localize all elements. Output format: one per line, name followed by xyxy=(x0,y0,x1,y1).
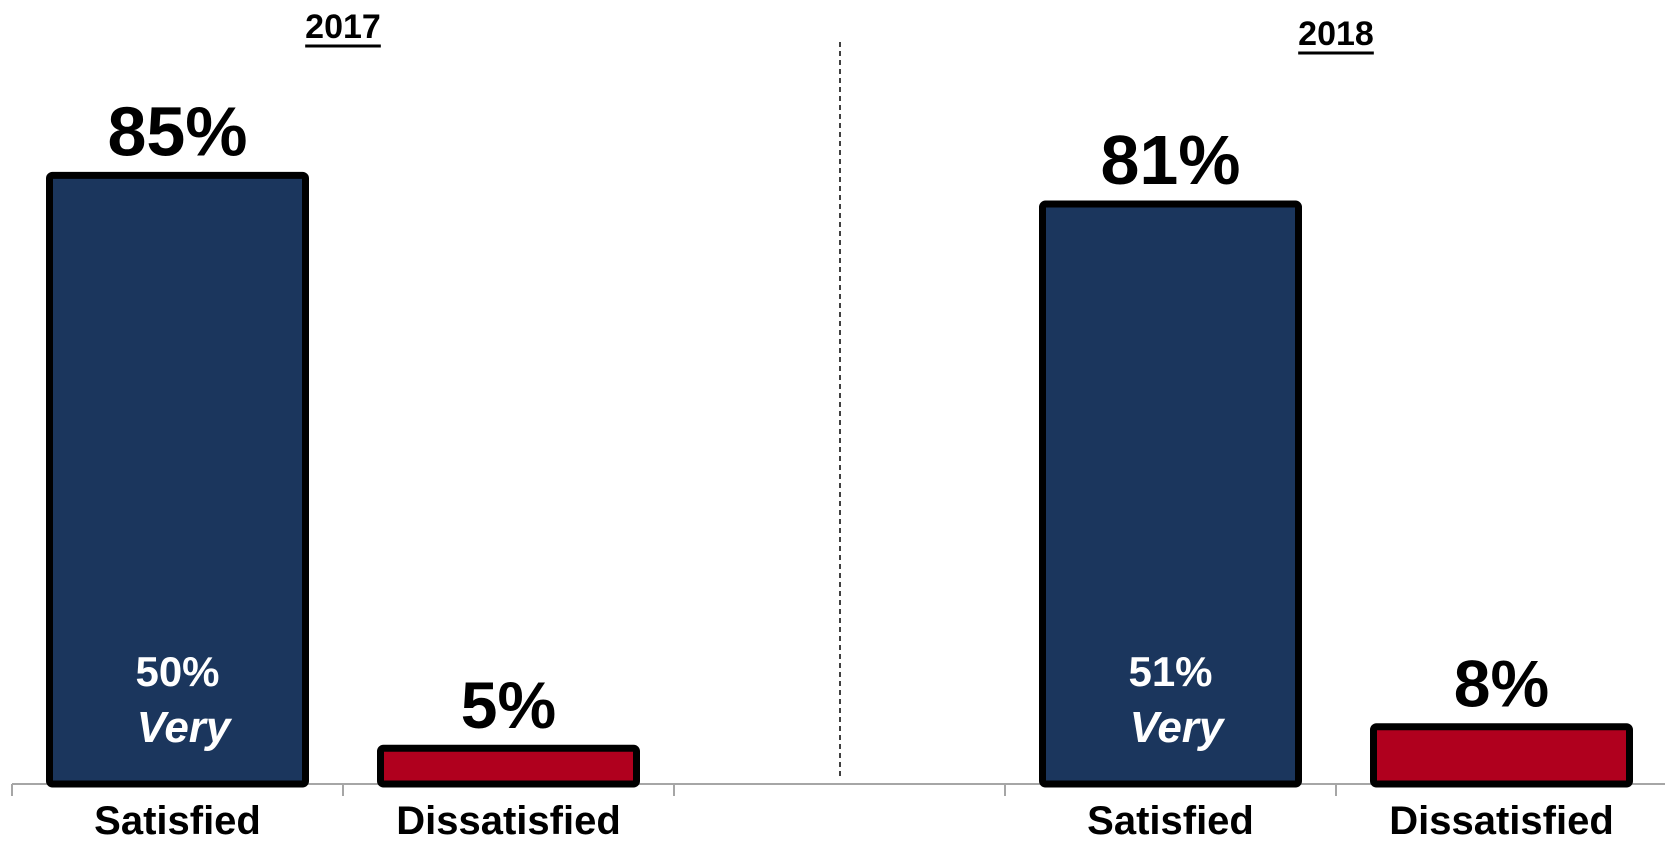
x-tick-label: Satisfied xyxy=(94,799,261,843)
bar xyxy=(46,171,309,788)
x-tick-label: Satisfied xyxy=(1087,799,1254,843)
panel-title: 2018 xyxy=(1298,15,1374,53)
bar xyxy=(377,744,640,788)
data-label: 85% xyxy=(107,92,247,170)
bar xyxy=(1039,200,1302,788)
inner-text-label: Very xyxy=(137,703,233,752)
data-label: 5% xyxy=(461,668,556,742)
bar xyxy=(1370,723,1633,788)
inner-value-label: 51% xyxy=(1128,648,1212,695)
inner-value-label: 50% xyxy=(135,648,219,695)
data-label: 8% xyxy=(1454,647,1549,721)
inner-text-label: Very xyxy=(1130,703,1226,752)
panel-title: 2017 xyxy=(305,8,381,46)
x-tick-label: Dissatisfied xyxy=(396,799,621,843)
x-tick-label: Dissatisfied xyxy=(1389,799,1614,843)
data-label: 81% xyxy=(1100,121,1240,199)
